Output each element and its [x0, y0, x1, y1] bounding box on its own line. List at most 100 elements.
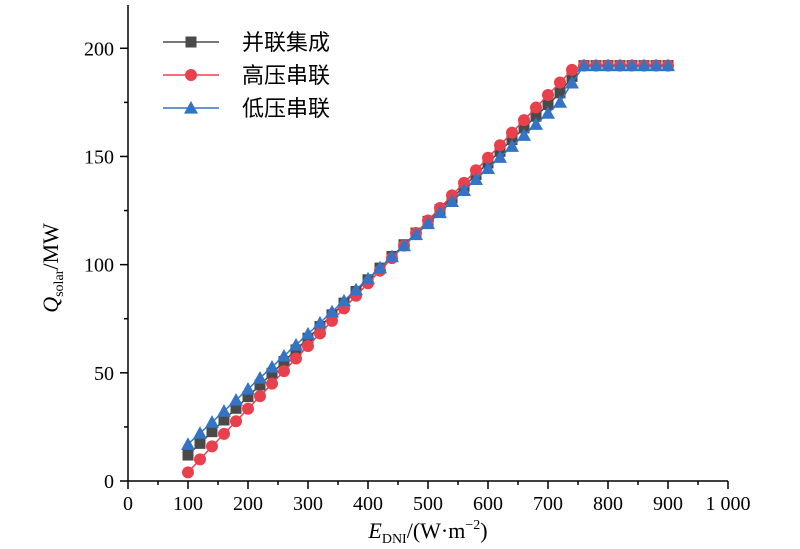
series-line — [187, 64, 668, 473]
data-point — [277, 348, 291, 362]
data-point — [265, 359, 279, 373]
x-tick-label: 200 — [233, 493, 263, 515]
data-point — [518, 114, 530, 127]
y-tick-label: 100 — [84, 255, 114, 277]
data-point — [637, 58, 651, 72]
data-point — [301, 326, 315, 340]
data-point — [494, 139, 506, 152]
x-tick-label: 500 — [413, 493, 443, 515]
data-point — [266, 377, 278, 390]
data-point — [433, 205, 447, 219]
data-point — [553, 95, 567, 108]
y-tick-label: 0 — [104, 471, 114, 493]
data-point — [445, 194, 459, 208]
data-point — [302, 339, 314, 352]
data-point — [469, 172, 483, 185]
data-point — [326, 314, 338, 327]
data-point — [182, 466, 194, 479]
data-point — [254, 390, 266, 403]
x-axis-title: EDNI/(W·m−2) — [367, 518, 487, 547]
data-point — [554, 76, 566, 89]
x-tick-label: 900 — [653, 493, 683, 515]
data-point — [254, 379, 266, 391]
data-point — [230, 402, 242, 414]
data-point — [541, 106, 555, 119]
data-point — [481, 161, 495, 174]
data-point — [470, 164, 482, 177]
data-point — [290, 352, 302, 365]
data-point — [613, 58, 627, 72]
plot-area — [181, 58, 675, 479]
data-point — [373, 260, 387, 274]
legend-marker — [185, 69, 197, 81]
data-point — [218, 427, 230, 440]
legend-marker — [184, 101, 198, 114]
legend-marker — [185, 36, 197, 48]
y-tick-label: 50 — [94, 363, 114, 385]
data-point — [458, 176, 470, 189]
data-point — [589, 58, 603, 72]
legend-label: 低压串联 — [242, 97, 330, 122]
data-point — [194, 453, 206, 466]
data-point — [577, 58, 591, 72]
data-point — [661, 58, 675, 72]
x-tick-label: 700 — [533, 493, 563, 515]
y-tick-label: 150 — [84, 146, 114, 168]
data-point — [530, 110, 542, 122]
data-point — [314, 327, 326, 340]
data-point — [349, 282, 363, 296]
data-point — [361, 271, 375, 285]
data-point — [337, 293, 351, 307]
y-axis-title: Qsolar/MW — [38, 223, 67, 313]
data-point — [182, 449, 194, 461]
series-2 — [182, 59, 674, 479]
data-point — [542, 89, 554, 102]
x-tick-label: 800 — [593, 493, 623, 515]
x-tick-label: 0 — [123, 493, 133, 515]
data-point — [194, 437, 206, 449]
data-point — [409, 227, 423, 241]
data-point — [205, 415, 219, 428]
data-point — [421, 216, 435, 230]
x-tick-label: 300 — [293, 493, 323, 515]
data-point — [601, 58, 615, 72]
data-point — [242, 402, 254, 415]
x-tick-label: 1 000 — [706, 493, 751, 515]
data-point — [542, 99, 554, 111]
data-point — [625, 58, 639, 72]
data-point — [566, 63, 578, 76]
y-tick-label: 200 — [84, 38, 114, 60]
data-point — [517, 128, 531, 141]
legend-label: 高压串联 — [242, 64, 330, 89]
series-3 — [181, 58, 675, 450]
data-point — [218, 414, 230, 426]
data-point — [253, 371, 267, 384]
data-point — [278, 365, 290, 378]
data-point — [242, 391, 254, 403]
data-point — [325, 304, 339, 318]
data-point — [457, 183, 471, 197]
data-point — [206, 426, 218, 438]
data-point — [518, 122, 530, 134]
data-point — [565, 75, 579, 89]
data-point — [385, 249, 399, 263]
data-point — [530, 101, 542, 114]
data-point — [482, 151, 494, 164]
data-point — [554, 87, 566, 99]
axes: 0 100 200 300 400 500 600 700 800 900 1 000 0 50 100 1… — [84, 5, 751, 515]
data-point — [241, 382, 255, 395]
data-point — [230, 415, 242, 428]
data-point — [289, 337, 303, 351]
data-point — [181, 437, 195, 450]
data-point — [649, 58, 663, 72]
data-point — [193, 426, 207, 439]
x-tick-label: 100 — [173, 493, 203, 515]
legend-label: 并联集成 — [242, 31, 330, 56]
data-point — [266, 367, 278, 379]
data-point — [313, 315, 327, 329]
x-tick-label: 400 — [353, 493, 383, 515]
data-point — [206, 440, 218, 453]
data-point — [493, 150, 507, 163]
